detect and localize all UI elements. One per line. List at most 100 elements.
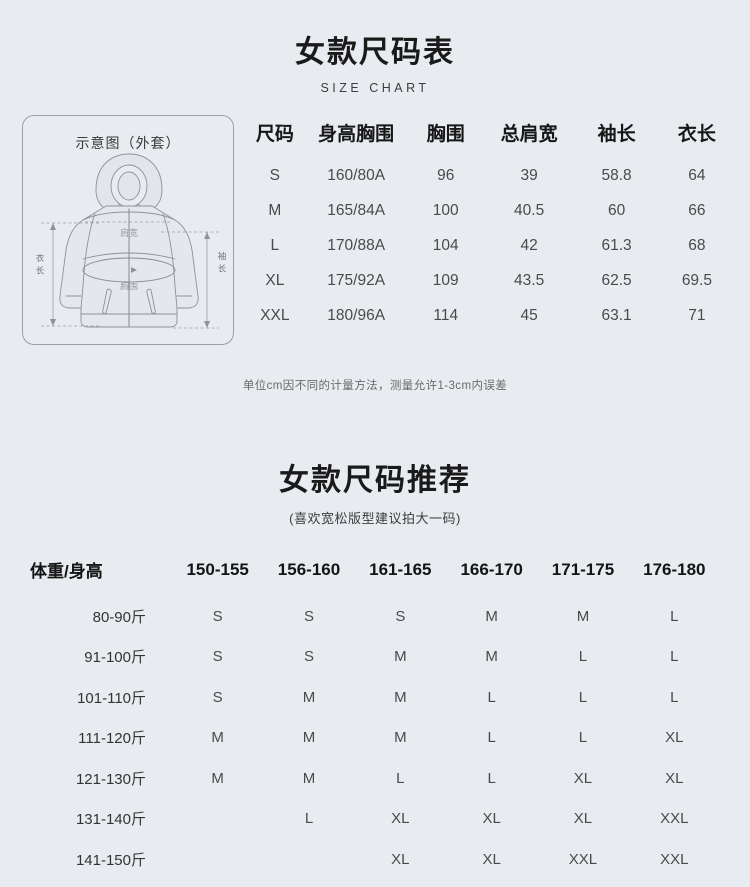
cell-size-rec: XL xyxy=(391,850,410,868)
cell-size-rec: L xyxy=(578,688,588,706)
column-header-sleeve: 袖长 xyxy=(597,124,636,145)
cell-size-rec: L xyxy=(578,648,588,666)
cell-size-rec: XL xyxy=(573,769,593,787)
row-header-weight: 141-150斤 xyxy=(75,851,146,869)
column-header-height-161-165: 161-165 xyxy=(369,559,432,579)
cell-size-rec: XXL xyxy=(660,850,689,868)
cell-bust: 109 xyxy=(432,271,459,289)
column-header-bust: 胸围 xyxy=(426,124,465,145)
table-row: 80-90斤 S S S M M L xyxy=(30,596,720,637)
cell-size-rec: M xyxy=(394,688,407,706)
cell-shoulder: 43.5 xyxy=(514,271,545,289)
cell-size-rec xyxy=(172,839,263,880)
cell-size: S xyxy=(269,166,281,184)
cell-size-rec xyxy=(172,799,263,840)
garment-diagram-box: 示意图（外套） xyxy=(22,115,234,345)
table-row: 131-140斤 L XL XL XL XXL xyxy=(30,799,720,840)
cell-height-bust: 175/92A xyxy=(327,271,386,289)
cell-size-rec: XXL xyxy=(660,810,689,828)
cell-length: 69.5 xyxy=(681,271,712,289)
row-header-weight: 101-110斤 xyxy=(77,689,146,707)
cell-sleeve: 60 xyxy=(607,201,626,219)
table-row: L 170/88A 104 42 61.3 68 xyxy=(245,228,735,263)
cell-size-rec: L xyxy=(487,769,496,787)
recommendation-subtitle: (喜欢宽松版型建议拍大一码) xyxy=(289,511,461,526)
table-row: S 160/80A 96 39 58.8 64 xyxy=(245,158,735,193)
cell-size-rec: L xyxy=(578,729,588,747)
column-header-height-156-160: 156-160 xyxy=(277,559,341,579)
table-row: 91-100斤 S S M M L L xyxy=(30,637,720,678)
cell-size-rec: L xyxy=(396,769,405,787)
cell-size-rec: XL xyxy=(482,810,501,828)
table-row: 101-110斤 S M M L L L xyxy=(30,677,720,718)
cell-size-rec: XXL xyxy=(568,850,598,868)
column-header-height-176-180: 176-180 xyxy=(643,559,706,579)
diagram-label-sleeve: 袖长 xyxy=(216,251,226,277)
cell-sleeve: 58.8 xyxy=(601,166,632,184)
row-header-weight: 131-140斤 xyxy=(75,811,146,829)
row-header-weight: 91-100斤 xyxy=(84,649,146,667)
cell-size-rec: M xyxy=(302,688,316,706)
cell-height-bust: 170/88A xyxy=(327,236,386,254)
measurement-note: 单位cm因不同的计量方法，测量允许1-3cm内误差 xyxy=(242,380,508,392)
table-row: 111-120斤 M M M L L XL xyxy=(30,718,720,759)
diagram-title: 示意图（外套） xyxy=(75,135,181,151)
page-subtitle: SIZE CHART xyxy=(320,81,430,95)
column-header-shoulder: 总肩宽 xyxy=(500,124,558,145)
cell-length: 71 xyxy=(688,306,706,324)
cell-size-rec: XL xyxy=(665,729,684,747)
cell-size-rec: S xyxy=(395,607,406,625)
cell-size-rec: S xyxy=(303,648,314,666)
cell-sleeve: 61.3 xyxy=(601,236,632,254)
row-header-weight: 111-120斤 xyxy=(78,730,146,748)
cell-size: M xyxy=(268,201,282,219)
cell-size-rec: M xyxy=(211,769,224,787)
cell-size-rec: L xyxy=(670,607,679,625)
page-title: 女款尺码表 xyxy=(295,36,455,69)
diagram-label-shoulder: 肩宽 xyxy=(120,227,138,239)
cell-shoulder: 40.5 xyxy=(514,201,545,219)
diagram-label-length: 衣长 xyxy=(34,253,44,279)
cell-size-rec: L xyxy=(304,810,314,828)
size-recommendation-section: 女款尺码推荐 (喜欢宽松版型建议拍大一码) 体重/身高 150-155 156-… xyxy=(0,455,750,880)
cell-size-rec: M xyxy=(576,607,590,625)
cell-size-rec: L xyxy=(487,729,496,747)
cell-size: L xyxy=(270,236,280,254)
cell-size-rec: XL xyxy=(482,850,501,868)
size-chart-section: 女款尺码表 SIZE CHART 示意图（外套） xyxy=(0,0,750,393)
column-header-size: 尺码 xyxy=(255,124,294,145)
cell-size-rec: M xyxy=(211,729,224,747)
cell-size-rec: S xyxy=(303,607,314,625)
table-row: XXL 180/96A 114 45 63.1 71 xyxy=(245,298,735,333)
jacket-illustration-icon: 衣长 袖长 肩宽 胸围 xyxy=(34,153,226,329)
cell-size-rec: S xyxy=(212,607,223,625)
cell-size-rec: L xyxy=(487,688,496,706)
cell-shoulder: 42 xyxy=(520,236,538,254)
cell-size-rec: XL xyxy=(573,810,593,828)
cell-bust: 96 xyxy=(437,166,455,184)
table-row: 121-130斤 M M L L XL XL xyxy=(30,758,720,799)
table-row: XL 175/92A 109 43.5 62.5 69.5 xyxy=(245,263,735,298)
cell-size-rec: S xyxy=(212,688,223,706)
cell-length: 66 xyxy=(688,201,706,219)
recommendation-title: 女款尺码推荐 xyxy=(279,464,471,497)
cell-size-rec: M xyxy=(394,729,407,747)
cell-bust: 100 xyxy=(432,201,459,219)
table-header-row: 体重/身高 150-155 156-160 161-165 166-170 17… xyxy=(30,557,720,596)
column-header-height-150-155: 150-155 xyxy=(186,559,249,579)
cell-size: XXL xyxy=(260,306,290,324)
column-header-length: 衣长 xyxy=(677,124,716,145)
cell-sleeve: 63.1 xyxy=(601,306,632,324)
cell-bust: 104 xyxy=(432,236,459,254)
cell-sleeve: 62.5 xyxy=(601,271,632,289)
cell-size-rec: XL xyxy=(665,769,684,787)
table-header-row: 尺码 身高胸围 胸围 总肩宽 袖长 衣长 xyxy=(245,119,735,158)
cell-size-rec: L xyxy=(670,648,679,666)
cell-size-rec: M xyxy=(485,648,498,666)
row-header-weight: 80-90斤 xyxy=(92,608,146,626)
column-header-height-171-175: 171-175 xyxy=(551,559,615,579)
cell-size-rec: S xyxy=(212,648,223,666)
diagram-label-bust: 胸围 xyxy=(120,280,138,292)
size-chart-table: 尺码 身高胸围 胸围 总肩宽 袖长 衣长 S 160/80A 96 39 58.… xyxy=(245,119,735,333)
cell-height-bust: 165/84A xyxy=(327,201,386,219)
